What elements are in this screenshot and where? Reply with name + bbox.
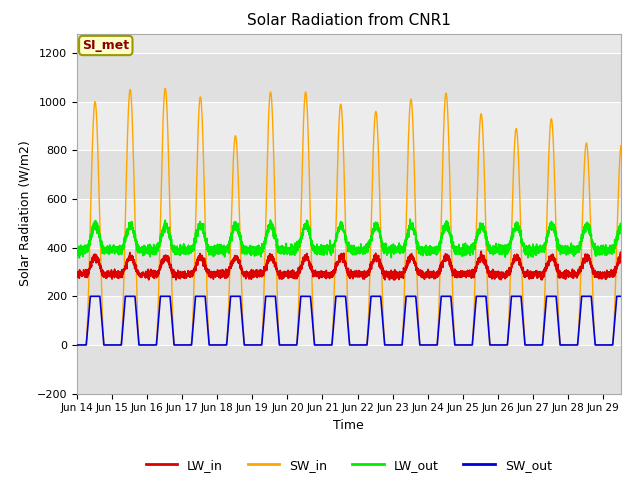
Y-axis label: Solar Radiation (W/m2): Solar Radiation (W/m2) xyxy=(18,141,31,287)
X-axis label: Time: Time xyxy=(333,419,364,432)
Title: Solar Radiation from CNR1: Solar Radiation from CNR1 xyxy=(247,13,451,28)
Bar xyxy=(77,248,621,296)
Text: SI_met: SI_met xyxy=(82,39,129,52)
Bar xyxy=(77,53,621,102)
Legend: LW_in, SW_in, LW_out, SW_out: LW_in, SW_in, LW_out, SW_out xyxy=(141,454,557,477)
Bar xyxy=(77,296,621,345)
Bar xyxy=(77,199,621,248)
Bar xyxy=(77,102,621,150)
Bar xyxy=(77,150,621,199)
Bar xyxy=(77,345,621,394)
